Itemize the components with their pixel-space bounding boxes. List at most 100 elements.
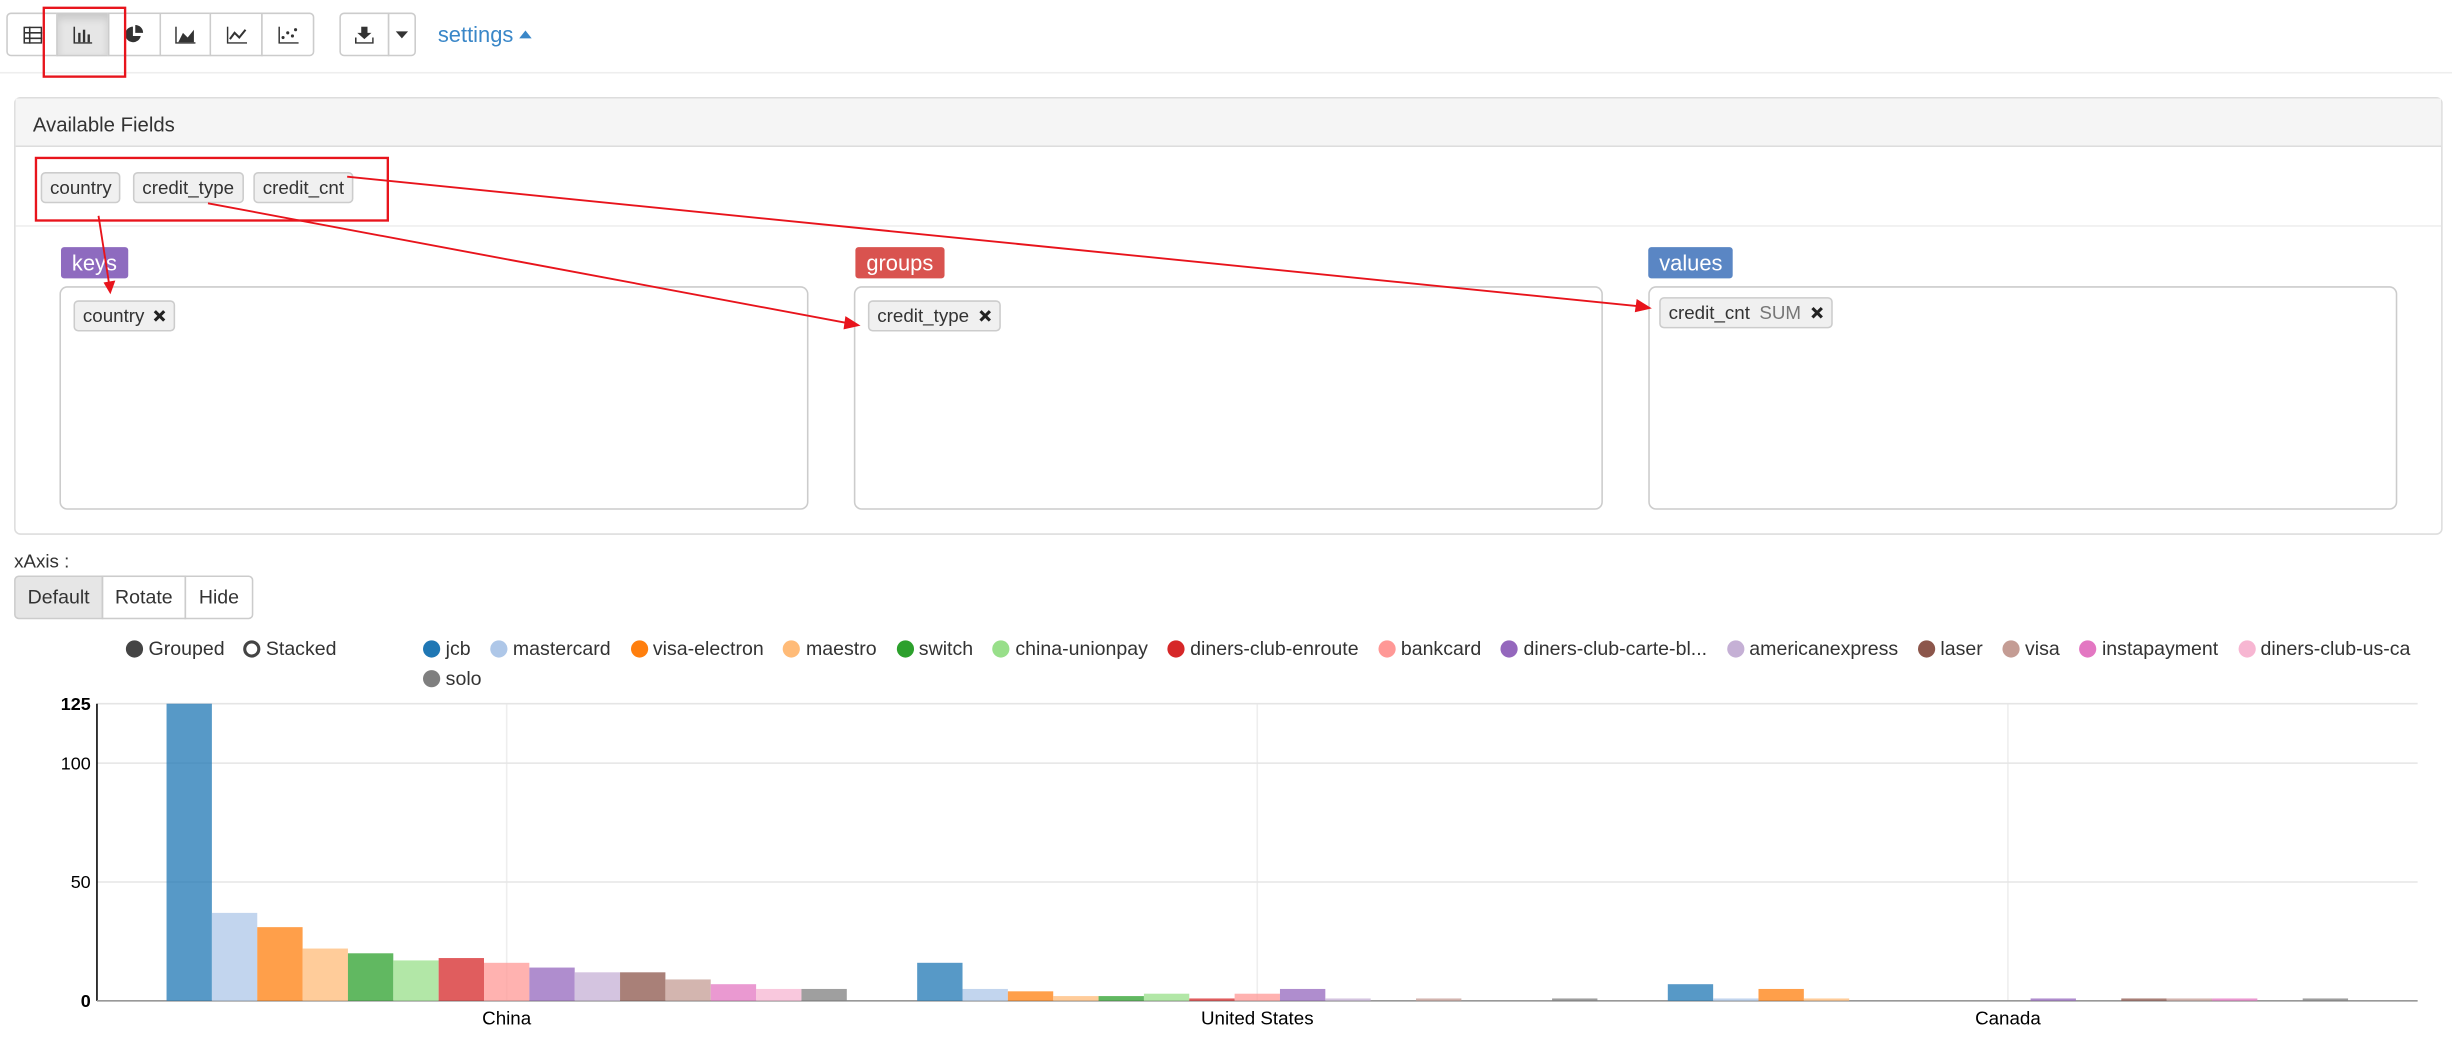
bar: [211, 912, 258, 1001]
legend-item[interactable]: laser: [1917, 636, 1983, 661]
mode-stacked[interactable]: Stacked: [242, 636, 336, 661]
legend-swatch: [490, 640, 508, 658]
legend-swatch: [1378, 640, 1396, 658]
values-label: values: [1648, 247, 1734, 279]
legend-item[interactable]: bankcard: [1377, 636, 1481, 661]
value-name: credit_cnt: [1668, 301, 1750, 324]
legend-dot: [1167, 640, 1185, 658]
y-tick-label: 100: [61, 753, 91, 773]
download-dropdown[interactable]: [387, 12, 416, 57]
legend-dot: [1500, 640, 1519, 658]
bar: [917, 962, 963, 1001]
legend-item[interactable]: solo: [422, 666, 482, 691]
field-chip[interactable]: credit_cnt: [253, 172, 354, 204]
legend-item[interactable]: diners-club-carte-bl...: [1500, 636, 1707, 661]
values-drop-area[interactable]: [1648, 286, 2398, 510]
area-chart-button[interactable]: [159, 12, 212, 57]
legend-label: americanexpress: [1749, 638, 1899, 660]
settings-toggle[interactable]: settings: [437, 21, 533, 47]
keys-drop-area[interactable]: [59, 286, 809, 510]
legend-dot: [2237, 640, 2255, 658]
bar-chart-button[interactable]: [56, 12, 110, 57]
groups-drop-area[interactable]: [853, 286, 1603, 510]
bar: [1758, 988, 1804, 1001]
x-tick-label: United States: [1201, 1007, 1314, 1028]
legend-item[interactable]: china-unionpay: [992, 636, 1148, 661]
arrowhead: [103, 280, 116, 295]
legend-item[interactable]: visa-electron: [629, 636, 764, 661]
download-button[interactable]: [339, 12, 390, 57]
bar: [710, 984, 757, 1001]
bar: [2166, 998, 2212, 1001]
bar: [801, 988, 847, 1001]
legend-item[interactable]: switch: [895, 636, 973, 661]
legend-item[interactable]: visa: [2002, 636, 2060, 661]
scatter-chart-button[interactable]: [261, 12, 315, 57]
bar: [665, 979, 711, 1001]
divider: [0, 71, 2452, 74]
pie-chart-button[interactable]: [107, 12, 162, 57]
arrow: [207, 202, 851, 325]
line-chart-button[interactable]: [209, 12, 263, 57]
legend-item[interactable]: mastercard: [489, 636, 611, 661]
bar: [1189, 998, 1235, 1001]
legend-label: switch: [918, 638, 974, 660]
legend-item[interactable]: diners-club-enroute: [1167, 636, 1359, 661]
x-tick-label: Canada: [1975, 1007, 2041, 1028]
legend-swatch: [423, 640, 441, 658]
bar: [962, 988, 1008, 1001]
value-chip[interactable]: credit_cnt SUM: [1659, 297, 1833, 329]
legend-label: instapayment: [2101, 638, 2219, 660]
xaxis-label: xAxis :: [14, 550, 70, 573]
legend-item[interactable]: jcb: [422, 636, 471, 661]
plot: 0 50 100 125 China United States Canada: [61, 694, 2418, 1028]
group-chip[interactable]: credit_type: [867, 300, 1001, 332]
table-button[interactable]: [6, 12, 58, 57]
legend-item[interactable]: diners-club-us-ca: [2237, 636, 2410, 661]
bar: [1007, 991, 1054, 1001]
legend-label: maestro: [805, 638, 877, 660]
legend-swatch: [2079, 640, 2097, 658]
legend-item[interactable]: maestro: [783, 636, 877, 661]
aggregation[interactable]: SUM: [1759, 301, 1802, 324]
divider: [15, 225, 2442, 227]
field-chip[interactable]: credit_type: [132, 172, 244, 204]
legend-dot: [1917, 640, 1935, 658]
bar: [1416, 998, 1462, 1001]
bar: [393, 960, 439, 1001]
bar: [1098, 996, 1144, 1001]
legend-swatch: [1917, 640, 1935, 658]
arrowhead: [843, 316, 861, 330]
legend-dot: [630, 640, 648, 658]
legend-swatch: [423, 670, 441, 688]
xaxis-option[interactable]: Hide: [184, 575, 254, 620]
remove-icon[interactable]: [978, 310, 991, 323]
remove-icon[interactable]: [1810, 306, 1823, 320]
bar: [1053, 996, 1099, 1001]
legend-dot: [1726, 640, 1744, 658]
legend-dot: [783, 640, 801, 658]
legend-label: diners-club-carte-bl...: [1523, 638, 1708, 660]
xaxis-option[interactable]: Default: [14, 575, 104, 620]
group-name: credit_type: [877, 304, 970, 327]
legend-item[interactable]: instapayment: [2079, 636, 2219, 661]
legend-swatch: [896, 640, 914, 658]
key-chip[interactable]: country: [73, 300, 176, 332]
mode-grouped[interactable]: Grouped: [125, 636, 225, 661]
bar: [1713, 998, 1759, 1001]
settings-panel: [14, 96, 2443, 535]
remove-icon[interactable]: [154, 310, 167, 323]
bar: [438, 958, 484, 1001]
y-tick-label: 0: [81, 991, 91, 1011]
bar: [166, 703, 212, 1001]
settings-label[interactable]: settings: [437, 21, 514, 47]
legend-dot: [490, 640, 508, 658]
bar: [1279, 988, 1326, 1001]
bar: [1667, 984, 1714, 1001]
legend-swatch: [630, 640, 648, 658]
mode-label: Stacked: [265, 638, 337, 660]
legend-item[interactable]: americanexpress: [1726, 636, 1898, 661]
field-chip[interactable]: country: [40, 172, 121, 204]
legend-label: diners-club-us-ca: [2260, 638, 2411, 660]
